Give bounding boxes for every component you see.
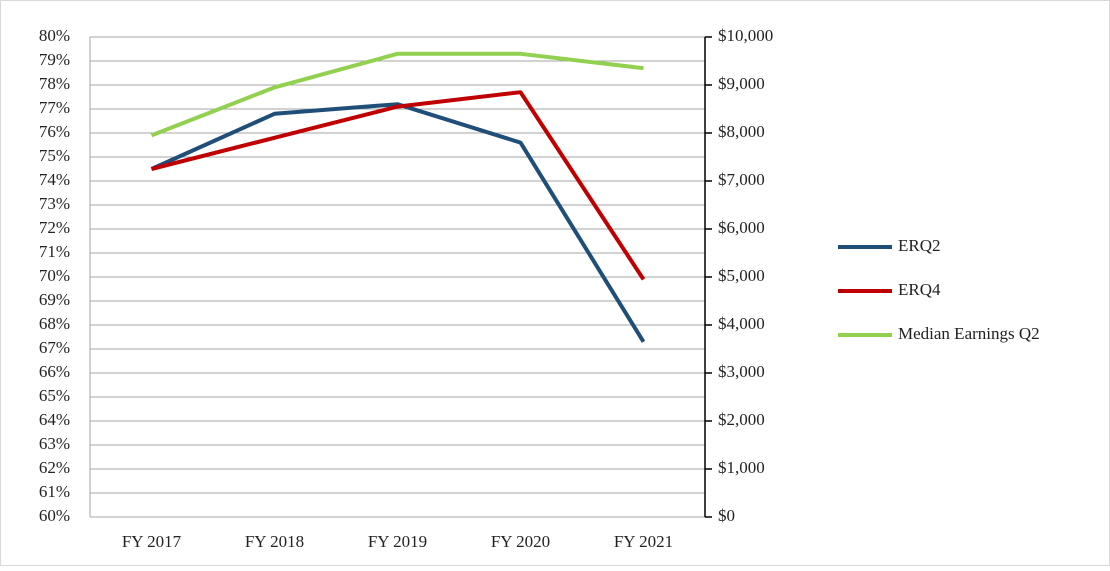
x-tick-label: FY 2019	[368, 532, 427, 551]
y-tick-label: 60%	[39, 506, 70, 525]
y-tick-label: 78%	[39, 74, 70, 93]
y-tick-label: 76%	[39, 122, 70, 141]
y-tick-label: 63%	[39, 434, 70, 453]
y-tick-label: 74%	[39, 170, 70, 189]
y2-tick-label: $3,000	[718, 362, 765, 381]
y-tick-label: 70%	[39, 266, 70, 285]
y-tick-label: 65%	[39, 386, 70, 405]
legend-label: ERQ4	[898, 280, 941, 299]
x-tick-label: FY 2020	[491, 532, 550, 551]
y-tick-label: 73%	[39, 194, 70, 213]
y2-tick-label: $1,000	[718, 458, 765, 477]
y-tick-label: 72%	[39, 218, 70, 237]
y2-tick-label: $9,000	[718, 74, 765, 93]
y-tick-label: 71%	[39, 242, 70, 261]
y2-tick-label: $8,000	[718, 122, 765, 141]
y-tick-label: 64%	[39, 410, 70, 429]
y-tick-label: 62%	[39, 458, 70, 477]
y2-tick-label: $4,000	[718, 314, 765, 333]
y2-tick-label: $6,000	[718, 218, 765, 237]
y-tick-label: 68%	[39, 314, 70, 333]
y2-tick-label: $7,000	[718, 170, 765, 189]
y2-tick-label: $2,000	[718, 410, 765, 429]
y-tick-label: 75%	[39, 146, 70, 165]
y2-tick-label: $5,000	[718, 266, 765, 285]
legend-label: ERQ2	[898, 236, 941, 255]
y-tick-label: 80%	[39, 26, 70, 45]
y-tick-label: 77%	[39, 98, 70, 117]
y2-tick-label: $10,000	[718, 26, 773, 45]
series-line	[150, 51, 644, 138]
y-tick-label: 67%	[39, 338, 70, 357]
y2-tick-label: $0	[718, 506, 735, 525]
x-tick-label: FY 2017	[122, 532, 182, 551]
series-line	[151, 90, 646, 281]
y-tick-label: 79%	[39, 50, 70, 69]
y-tick-label: 69%	[39, 290, 70, 309]
series-line	[150, 102, 646, 343]
y-tick-label: 66%	[39, 362, 70, 381]
x-tick-label: FY 2018	[245, 532, 304, 551]
x-tick-label: FY 2021	[614, 532, 673, 551]
legend-label: Median Earnings Q2	[898, 324, 1040, 343]
y-tick-label: 61%	[39, 482, 70, 501]
